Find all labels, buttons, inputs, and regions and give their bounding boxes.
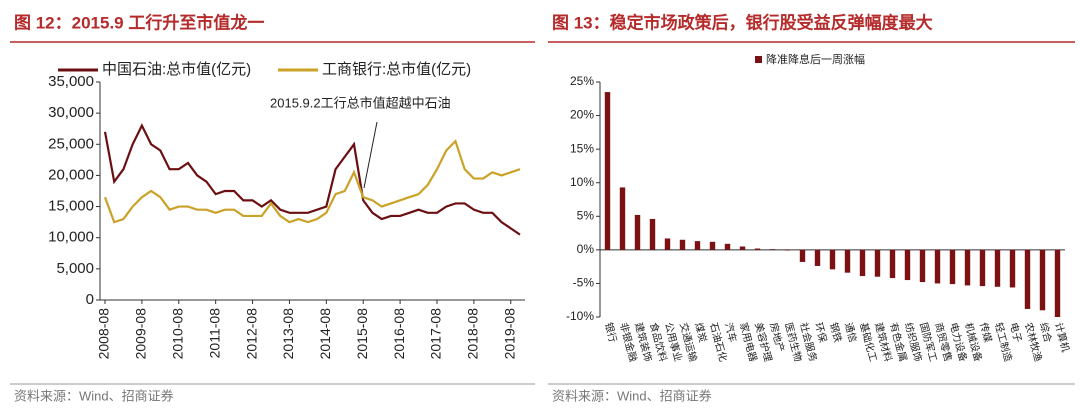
x-tick-label: 2009-08 [133, 308, 149, 360]
bar [1024, 249, 1031, 309]
y-tick-label: 10% [570, 175, 594, 189]
source: 资料来源：Wind、招商证券 [552, 388, 712, 403]
x-tick-label: 2012-08 [243, 308, 259, 360]
bar [784, 249, 791, 251]
x-tick-label: 通信 [842, 321, 859, 343]
bar [814, 249, 821, 266]
y-tick-label: 5% [577, 208, 595, 222]
x-tick-label: 2008-08 [96, 308, 112, 360]
x-tick-label: 计算机 [1052, 321, 1072, 353]
bar [799, 249, 806, 262]
y-tick-label: 20,000 [48, 166, 94, 183]
bar [1039, 249, 1046, 311]
x-tick-label: 2019-08 [501, 308, 517, 360]
y-tick-label: 20% [570, 108, 594, 122]
x-tick-label: 2016-08 [391, 308, 407, 360]
bar [904, 249, 911, 281]
bar [829, 249, 836, 270]
y-tick-label: -5% [573, 276, 595, 290]
x-tick-label: 2018-08 [465, 308, 481, 360]
chart-title: 图 13：稳定市场政策后，银行股受益反弹幅度最大 [552, 12, 933, 32]
y-tick-label: 15,000 [48, 198, 94, 215]
bar [664, 238, 671, 250]
y-tick-label: 0% [577, 242, 595, 256]
chart-title: 图 12：2015.9 工行升至市值龙一 [14, 12, 264, 32]
bar [754, 248, 761, 250]
bar [919, 249, 926, 283]
y-tick-label: 10,000 [48, 229, 94, 246]
x-tick-label: 2010-08 [169, 308, 185, 360]
x-tick-label: 2017-08 [428, 308, 444, 360]
x-tick-label: 2011-08 [206, 308, 222, 359]
bar [994, 249, 1001, 287]
legend-label: 工商银行:总市值(亿元) [322, 61, 471, 78]
y-tick-label: 5,000 [56, 260, 94, 277]
bar [1054, 249, 1061, 317]
x-tick-label: 2014-08 [317, 308, 333, 360]
bar [634, 214, 641, 250]
bar [739, 246, 746, 250]
y-tick-label: 30,000 [48, 104, 94, 121]
x-tick-label: 传媒 [977, 321, 994, 343]
bar [1009, 249, 1016, 288]
legend-label: 中国石油:总市值(亿元) [102, 61, 251, 78]
legend-swatch [755, 56, 762, 63]
bar [649, 218, 656, 250]
bar [724, 243, 731, 250]
bar [979, 249, 986, 287]
y-tick-label: 35,000 [48, 73, 94, 90]
line-series [103, 139, 521, 224]
bar [934, 249, 941, 284]
bar [709, 241, 716, 250]
bar [604, 92, 611, 250]
source: 资料来源：Wind、招商证券 [14, 388, 174, 403]
y-tick-label: 25,000 [48, 135, 94, 152]
line-series [103, 123, 521, 236]
x-tick-label: 2013-08 [280, 308, 296, 360]
y-tick-label: 15% [570, 141, 594, 155]
bar [949, 249, 956, 285]
bar [844, 249, 851, 273]
bar [964, 249, 971, 286]
bar [619, 187, 626, 250]
y-tick-label: 0 [86, 291, 94, 308]
bar [769, 249, 776, 250]
y-tick-label: -10% [566, 309, 594, 323]
annotation-arrow [363, 121, 378, 189]
bar [859, 249, 866, 277]
bar [874, 249, 881, 277]
x-tick-label: 2015-08 [354, 308, 370, 360]
bar [889, 249, 896, 279]
bar [679, 239, 686, 250]
y-tick-label: 25% [570, 74, 594, 88]
bar [694, 241, 701, 250]
legend-label: 降准降息后一周涨幅 [766, 52, 865, 66]
annotation: 2015.9.2工行总市值超越中石油 [270, 95, 451, 110]
